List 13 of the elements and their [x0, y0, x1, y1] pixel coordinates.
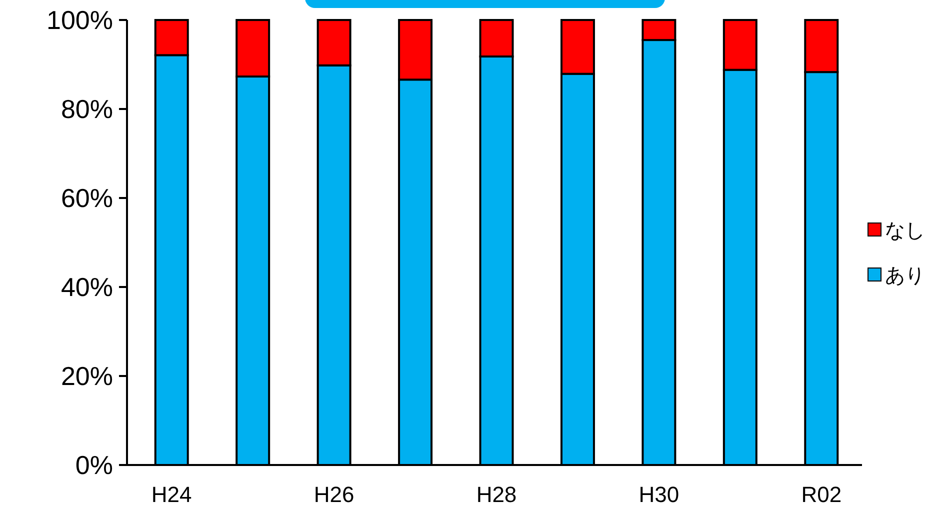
y-tick-label: 80%	[60, 94, 113, 124]
y-tick-label: 0%	[75, 450, 113, 480]
legend-label: なし	[885, 220, 925, 242]
x-tick-label: R02	[801, 482, 842, 507]
x-tick-label: H26	[314, 482, 354, 507]
y-tick-label: 20%	[60, 361, 113, 392]
x-tick-label: H28	[476, 482, 517, 507]
legend-label: あり	[885, 265, 925, 287]
x-tick-label: H24	[151, 482, 192, 507]
y-tick-label: 100%	[46, 5, 113, 36]
y-tick-label: 60%	[60, 183, 113, 214]
x-tick-label: H30	[638, 482, 680, 507]
y-tick-label: 40%	[60, 272, 113, 302]
